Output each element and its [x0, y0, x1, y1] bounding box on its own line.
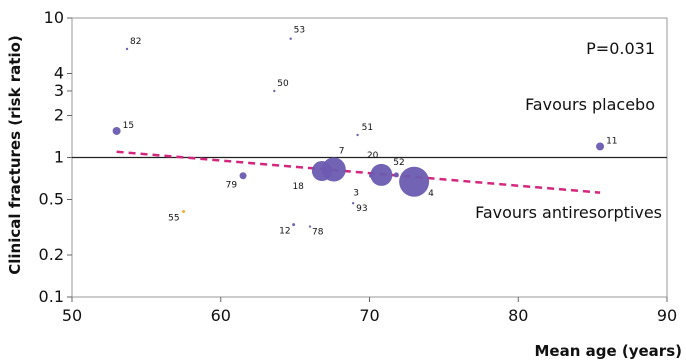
point-label-7: 7: [339, 147, 345, 157]
point-label-11: 11: [606, 136, 617, 146]
y-tick-label: 3: [54, 81, 64, 100]
data-point-50: [273, 89, 276, 93]
y-tick-label: 1: [54, 148, 64, 167]
point-label-55: 55: [168, 214, 179, 224]
point-label-18: 18: [292, 182, 304, 192]
y-tick-label: 10: [44, 8, 64, 27]
data-point-82: [125, 47, 129, 51]
point-labels: 82 53 50 15 51 11 7 18 20 3 52 4 79 93 55 12 78: [123, 26, 618, 238]
x-tick-label: 60: [211, 306, 231, 325]
x-axis-ticks: 50 60 70 80 90: [62, 297, 677, 325]
data-points: [112, 37, 605, 228]
point-label-79: 79: [226, 181, 238, 191]
p-value-annotation: P=0.031: [586, 39, 655, 58]
y-tick-label: 0.1: [39, 287, 64, 306]
data-point-78: [308, 225, 312, 228]
trend-line: [116, 150, 601, 194]
data-point-18: [311, 161, 332, 182]
point-label-50: 50: [277, 79, 289, 89]
data-point-79: [239, 172, 247, 180]
point-label-52: 52: [393, 158, 404, 168]
data-point-20: [370, 163, 393, 186]
point-label-12: 12: [279, 227, 290, 237]
data-point-52: [393, 172, 399, 178]
y-tick-label: 0.2: [39, 245, 64, 264]
x-tick-label: 80: [508, 306, 528, 325]
data-point-3: [368, 173, 373, 178]
data-point-93: [351, 202, 355, 205]
x-tick-label: 50: [62, 306, 82, 325]
x-axis-title: Mean age (years): [535, 342, 683, 360]
point-label-53: 53: [294, 26, 305, 36]
point-label-51: 51: [362, 123, 373, 133]
favours-antiresorptives-annotation: Favours antiresorptives: [475, 203, 662, 222]
data-point-12: [292, 223, 296, 227]
data-point-53: [289, 37, 292, 40]
y-axis-ticks: 0.1 0.2 0.5 1 2 34 10: [39, 8, 72, 306]
x-tick-label: 90: [657, 306, 677, 325]
data-point-51: [356, 133, 359, 137]
point-label-4: 4: [428, 189, 434, 199]
point-label-82: 82: [130, 37, 141, 47]
y-tick-label: 4: [54, 64, 64, 83]
favours-placebo-annotation: Favours placebo: [525, 95, 655, 114]
y-tick-label: 2: [54, 106, 64, 125]
point-label-20: 20: [367, 151, 379, 161]
data-point-11: [596, 142, 605, 151]
point-label-3: 3: [353, 189, 359, 199]
data-point-4: [399, 166, 430, 197]
point-label-78: 78: [312, 228, 324, 238]
point-label-15: 15: [123, 121, 134, 131]
x-tick-label: 70: [359, 306, 379, 325]
y-tick-label: 0.5: [39, 189, 64, 208]
point-label-93: 93: [356, 204, 367, 214]
y-axis-title: Clinical fractures (risk ratio): [6, 35, 24, 275]
data-point-55: [182, 210, 186, 214]
data-point-15: [112, 126, 121, 135]
